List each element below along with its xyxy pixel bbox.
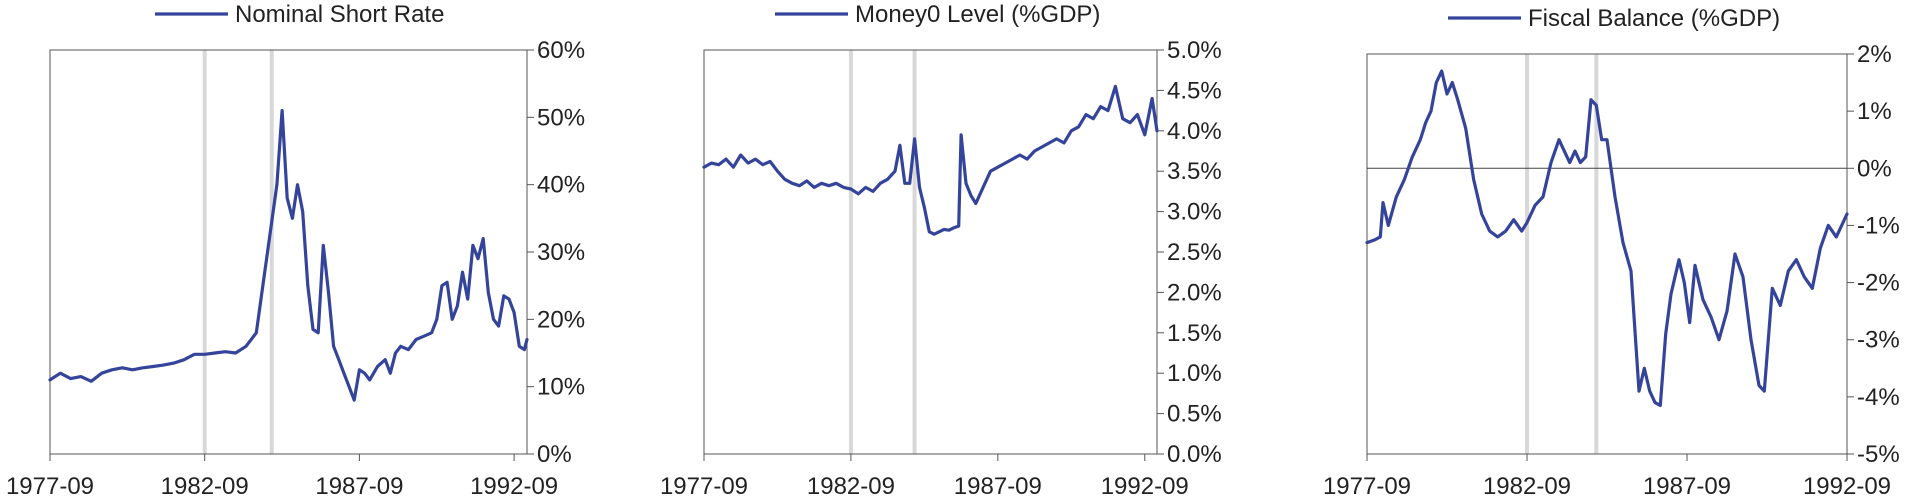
y-tick-label: 30% (537, 239, 585, 266)
plot-frame (1366, 53, 1848, 455)
y-tick-label: 0% (1857, 155, 1892, 182)
x-tick-label: 1992-09 (1803, 473, 1891, 500)
y-tick-label: -2% (1857, 270, 1900, 297)
y-tick-label: 4.5% (1167, 77, 1222, 104)
chart-panel-1: 0% 10% 20% 30% 40% 50% 60% 1977-09 1982-09 1987-0… (6, 1, 585, 500)
legend-label: Fiscal Balance (%GDP) (1528, 5, 1780, 32)
series-line (48, 108, 529, 402)
series-line (1365, 69, 1849, 407)
y-tick-label: 2.5% (1167, 239, 1222, 266)
y-tick-label: 10% (537, 374, 585, 401)
y-tick-label: 5.0% (1167, 37, 1222, 64)
x-tick-label: 1987-09 (315, 473, 403, 500)
x-tick-label: 1977-09 (6, 473, 94, 500)
x-tick-label: 1982-09 (807, 473, 895, 500)
x-tick-label: 1977-09 (1323, 473, 1411, 500)
y-tick-label: 50% (537, 104, 585, 131)
y-tick-label: 0.5% (1167, 401, 1222, 428)
y-tick-label: -1% (1857, 212, 1900, 239)
y-tick-label: 3.5% (1167, 158, 1222, 185)
chart-panel-2: 0.0% 0.5% 1.0% 1.5% 2.0% 2.5% 3.0% 3.5% 4.0% 4.5%… (660, 1, 1222, 500)
series-line (702, 84, 1159, 236)
y-tick-label: 4.0% (1167, 118, 1222, 145)
plot-frame (49, 49, 528, 455)
x-tick-label: 1987-09 (1643, 473, 1731, 500)
x-tick-label: 1982-09 (161, 473, 249, 500)
y-tick-label: -5% (1857, 441, 1900, 468)
y-tick-label: 40% (537, 172, 585, 199)
x-tick-label: 1977-09 (660, 473, 748, 500)
y-tick-label: 1% (1857, 98, 1892, 125)
y-tick-label: 1.0% (1167, 360, 1222, 387)
y-tick-label: 20% (537, 306, 585, 333)
x-tick-label: 1987-09 (954, 473, 1042, 500)
x-tick-label: 1992-09 (1101, 473, 1189, 500)
y-tick-label: 0% (537, 441, 572, 468)
x-tick-label: 1992-09 (470, 473, 558, 500)
legend-label: Money0 Level (%GDP) (855, 1, 1100, 28)
x-tick-label: 1982-09 (1483, 473, 1571, 500)
chart-panel-3: -5% -4% -3% -2% -1% 0% 1% 2% 1977-09 1982-09 1987-… (1323, 5, 1900, 500)
y-tick-label: -4% (1857, 384, 1900, 411)
y-tick-label: 0.0% (1167, 441, 1222, 468)
y-tick-label: 2% (1857, 41, 1892, 68)
y-tick-label: 1.5% (1167, 320, 1222, 347)
plot-frame (703, 49, 1158, 455)
y-tick-label: 2.0% (1167, 279, 1222, 306)
legend-label: Nominal Short Rate (235, 1, 444, 28)
y-tick-label: 3.0% (1167, 199, 1222, 226)
y-tick-label: -3% (1857, 327, 1900, 354)
y-tick-label: 60% (537, 37, 585, 64)
